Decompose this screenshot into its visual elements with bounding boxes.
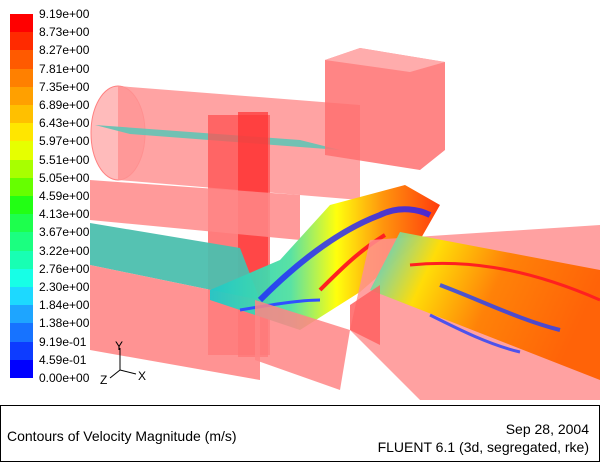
solver-info: FLUENT 6.1 (3d, segregated, rke): [377, 439, 589, 455]
legend-swatch: [10, 305, 33, 324]
legend-swatch: [10, 68, 33, 87]
box-housing: [255, 285, 380, 390]
legend-tick-label: 7.35e+00: [39, 79, 90, 94]
legend-swatch: [10, 105, 33, 124]
legend-tick-label: 4.59e+00: [39, 189, 90, 203]
legend-swatch: [10, 159, 33, 178]
legend-swatch: [10, 287, 33, 306]
legend-tick-label: 7.81e+00: [39, 61, 90, 76]
legend-tick-label: 2.76e+00: [39, 261, 90, 276]
caption-box: Contours of Velocity Magnitude (m/s) Sep…: [0, 405, 600, 462]
legend-swatch: [10, 232, 33, 251]
legend-tick-label: 8.27e+00: [39, 43, 90, 58]
outlet-pipe: [350, 225, 600, 400]
triad-lines: [109, 348, 137, 379]
legend-tick-label: 1.84e+00: [39, 298, 90, 313]
legend-swatch: [10, 32, 33, 51]
legend-swatch: [10, 214, 33, 233]
axis-label-y: Y: [115, 339, 124, 353]
legend-swatch: [10, 177, 33, 196]
plot-title: Contours of Velocity Magnitude (m/s): [7, 428, 237, 444]
legend-tick-label: 5.97e+00: [39, 134, 90, 149]
legend-swatch: [10, 123, 33, 142]
legend-swatch: [10, 359, 33, 378]
legend-swatch: [10, 141, 33, 160]
legend-swatch: [10, 341, 33, 360]
legend-tick-label: 5.05e+00: [39, 170, 90, 185]
legend-tick-label: 3.67e+00: [39, 225, 90, 240]
legend-tick-label: 8.73e+00: [39, 25, 90, 40]
legend-tick-label: 0.00e+00: [39, 371, 90, 385]
legend-tick-label: 2.30e+00: [39, 280, 90, 294]
axis-label-x: X: [138, 369, 147, 383]
legend-tick-label: 6.43e+00: [39, 116, 90, 131]
legend-tick-label: 1.38e+00: [39, 316, 90, 331]
legend-swatch: [10, 14, 33, 33]
legend-swatch: [10, 196, 33, 215]
legend-swatch: [10, 86, 33, 105]
legend-tick-label: 9.19e-01: [39, 334, 87, 349]
legend-tick-label: 6.89e+00: [39, 98, 90, 112]
legend-tick-label: 4.13e+00: [39, 207, 90, 222]
legend-tick-label: 4.59e-01: [39, 352, 87, 367]
coordinate-triad: Y X Z: [100, 340, 160, 390]
legend-swatch: [10, 250, 33, 269]
geometry-render: [90, 48, 600, 400]
legend-swatch: [10, 323, 33, 342]
legend-swatch: [10, 50, 33, 69]
graphics-viewport[interactable]: 9.19e+00 8.73e+00 8.27e+00 7.81e+00 7.35e+00…: [0, 0, 600, 400]
legend-tick-label: 5.51e+00: [39, 152, 90, 167]
legend-swatch: [10, 268, 33, 287]
color-legend: 9.19e+00 8.73e+00 8.27e+00 7.81e+00 7.35e+00…: [10, 6, 120, 386]
plot-date: Sep 28, 2004: [505, 421, 589, 437]
axis-label-z: Z: [100, 373, 108, 387]
legend-tick-label: 9.19e+00: [39, 7, 90, 21]
legend-tick-label: 3.22e+00: [39, 243, 90, 258]
